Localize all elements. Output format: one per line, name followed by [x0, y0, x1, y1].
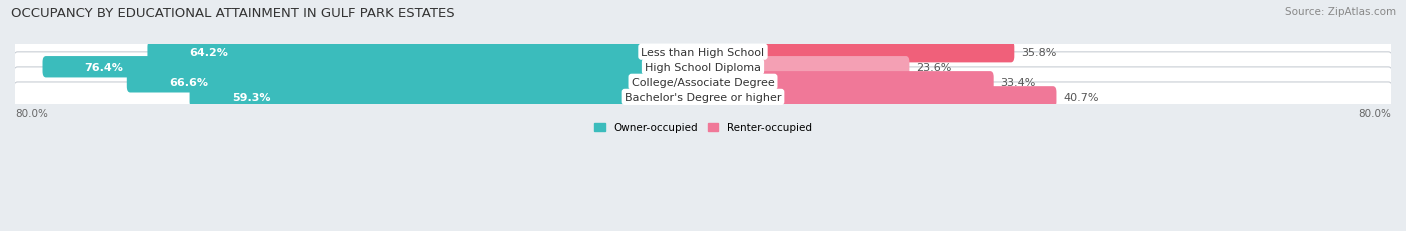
Text: Less than High School: Less than High School: [641, 48, 765, 58]
FancyBboxPatch shape: [13, 53, 1393, 82]
FancyBboxPatch shape: [13, 68, 1393, 97]
Text: 66.6%: 66.6%: [169, 77, 208, 87]
FancyBboxPatch shape: [13, 38, 1393, 67]
FancyBboxPatch shape: [190, 87, 706, 108]
Text: Bachelor's Degree or higher: Bachelor's Degree or higher: [624, 92, 782, 102]
Legend: Owner-occupied, Renter-occupied: Owner-occupied, Renter-occupied: [595, 123, 811, 133]
Text: 76.4%: 76.4%: [84, 62, 124, 73]
FancyBboxPatch shape: [700, 87, 1056, 108]
Text: 35.8%: 35.8%: [1021, 48, 1056, 58]
Text: Source: ZipAtlas.com: Source: ZipAtlas.com: [1285, 7, 1396, 17]
FancyBboxPatch shape: [127, 72, 706, 93]
Text: 80.0%: 80.0%: [15, 108, 48, 118]
Text: 80.0%: 80.0%: [1358, 108, 1391, 118]
FancyBboxPatch shape: [700, 42, 1014, 63]
Text: High School Diploma: High School Diploma: [645, 62, 761, 73]
Text: 23.6%: 23.6%: [917, 62, 952, 73]
FancyBboxPatch shape: [148, 42, 706, 63]
Text: 33.4%: 33.4%: [1001, 77, 1036, 87]
Text: OCCUPANCY BY EDUCATIONAL ATTAINMENT IN GULF PARK ESTATES: OCCUPANCY BY EDUCATIONAL ATTAINMENT IN G…: [11, 7, 456, 20]
Text: 59.3%: 59.3%: [232, 92, 270, 102]
FancyBboxPatch shape: [700, 72, 994, 93]
Text: College/Associate Degree: College/Associate Degree: [631, 77, 775, 87]
FancyBboxPatch shape: [42, 57, 706, 78]
Text: 40.7%: 40.7%: [1063, 92, 1099, 102]
FancyBboxPatch shape: [700, 57, 910, 78]
FancyBboxPatch shape: [13, 83, 1393, 112]
Text: 64.2%: 64.2%: [190, 48, 228, 58]
